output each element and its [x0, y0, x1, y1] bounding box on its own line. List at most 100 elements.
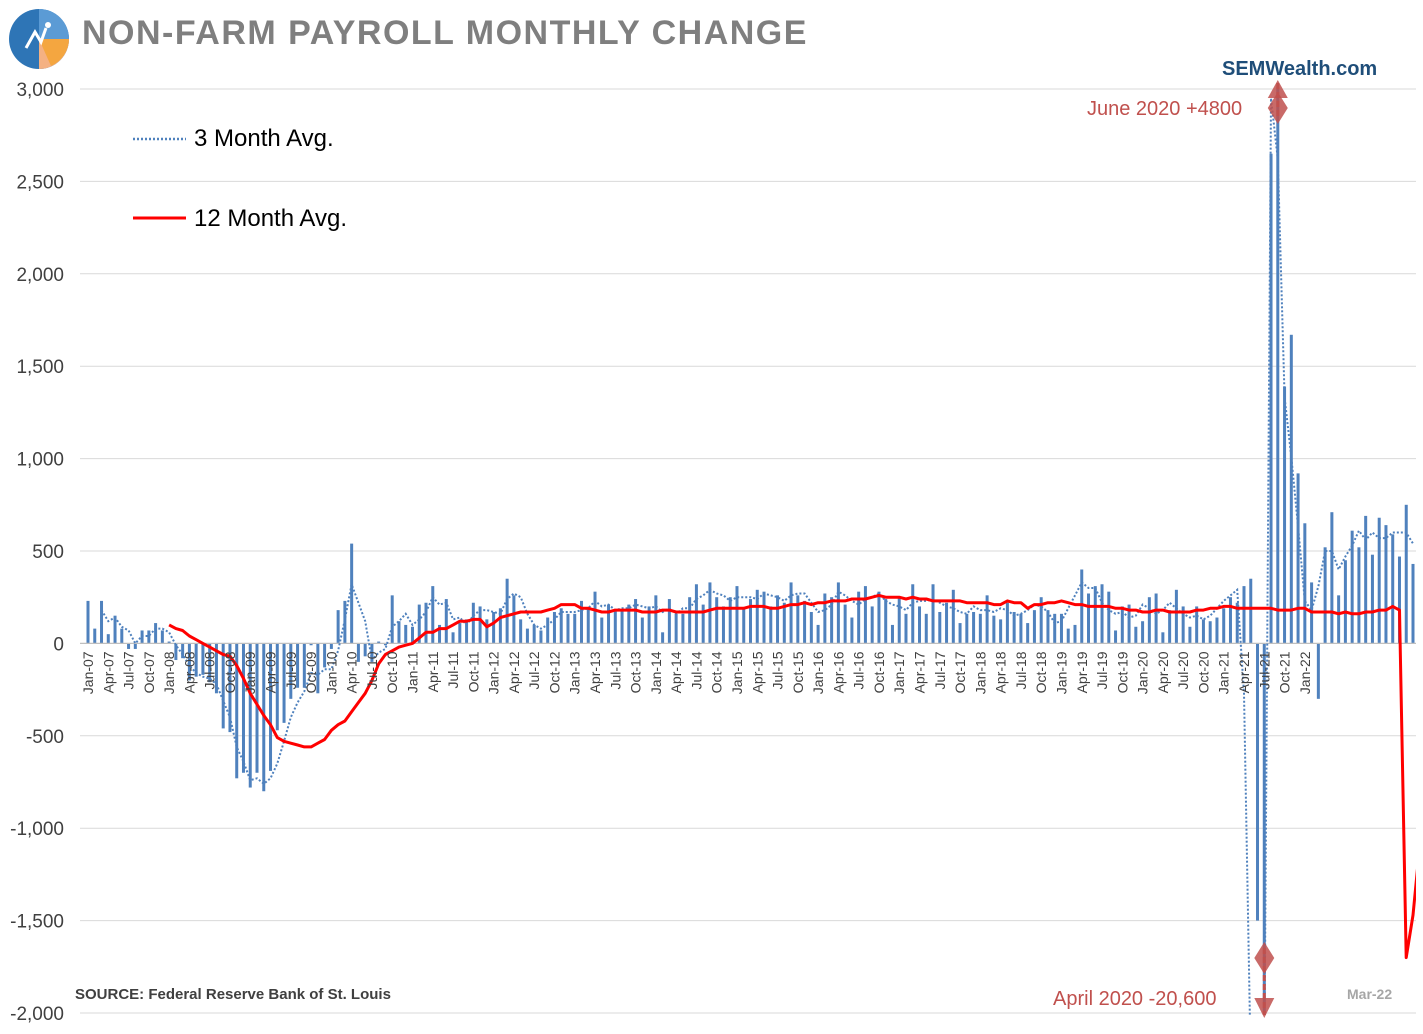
x-tick-label: Jan-07 [80, 651, 96, 694]
monthly-bar [1147, 597, 1151, 644]
monthly-bar [890, 624, 894, 644]
y-tick-label: -1,500 [10, 912, 64, 933]
monthly-bar [769, 606, 773, 644]
x-tick-label: Oct-07 [141, 651, 157, 693]
monthly-bar [208, 643, 212, 683]
monthly-bar [1080, 569, 1084, 644]
x-tick-label: Apr-09 [263, 651, 279, 693]
monthly-bar [1228, 597, 1232, 644]
monthly-bar [485, 619, 489, 644]
monthly-bar [512, 595, 516, 644]
monthly-bar [302, 643, 306, 688]
monthly-bar [1181, 606, 1185, 644]
monthly-bar [377, 641, 381, 644]
monthly-bar [363, 643, 367, 657]
monthly-bar [742, 608, 746, 644]
monthly-bar [647, 606, 651, 644]
monthly-bar [1411, 563, 1415, 644]
x-tick-label: Jul-17 [932, 651, 948, 689]
y-tick-label: 3,000 [16, 80, 64, 101]
monthly-bar [1059, 613, 1063, 644]
x-tick-label: Jan-13 [567, 651, 583, 694]
monthly-bar [1303, 523, 1307, 644]
monthly-bar [174, 643, 178, 661]
x-tick-label: Oct-19 [1114, 651, 1130, 693]
april-arrow-down-icon [1254, 998, 1275, 1018]
series-line-3-month-avg [100, 98, 1414, 1015]
x-tick-label: Apr-13 [587, 651, 603, 693]
monthly-bar [830, 597, 834, 644]
monthly-bar [1222, 608, 1226, 644]
x-tick-label: Jul-14 [688, 651, 704, 689]
monthly-bar [559, 608, 563, 644]
brand-label[interactable]: SEMWealth.com [1222, 58, 1378, 80]
monthly-bar [1066, 628, 1070, 644]
monthly-bar [1053, 613, 1057, 644]
monthly-bar [478, 606, 482, 644]
monthly-bar [715, 597, 719, 644]
monthly-bar [884, 599, 888, 644]
monthly-bar [100, 600, 104, 644]
monthly-bar [1370, 554, 1374, 644]
x-tick-label: Jan-15 [729, 651, 745, 694]
monthly-bar [444, 599, 448, 644]
monthly-bar [228, 643, 232, 733]
monthly-bar [323, 643, 327, 668]
x-tick-label: Jul-10 [364, 651, 380, 689]
monthly-bar [972, 611, 976, 644]
legend-label-12-month: 12 Month Avg. [194, 205, 347, 232]
april-arrow-diamond-icon [1254, 942, 1275, 974]
y-tick-label: -500 [26, 727, 64, 748]
x-tick-label: Jul-13 [607, 651, 623, 689]
monthly-bar [579, 600, 583, 644]
monthly-bar [1296, 473, 1300, 644]
x-tick-label: Oct-14 [709, 651, 725, 693]
x-tick-label: Apr-07 [100, 651, 116, 693]
monthly-bar [1337, 595, 1341, 644]
monthly-bar [735, 586, 739, 644]
monthly-bar [1114, 630, 1118, 644]
x-tick-label: Jan-16 [810, 651, 826, 694]
monthly-bar [424, 602, 428, 644]
monthly-bar [133, 643, 137, 649]
monthly-bar [1107, 591, 1111, 644]
monthly-bar [958, 623, 962, 644]
x-tick-label: Oct-17 [952, 651, 968, 693]
monthly-bar [897, 597, 901, 644]
monthly-bar [431, 586, 435, 644]
monthly-bar [951, 589, 955, 644]
monthly-bar [221, 643, 225, 729]
monthly-bar [505, 578, 509, 644]
x-tick-label: Oct-08 [222, 651, 238, 693]
monthly-bar [843, 604, 847, 644]
monthly-bar [1039, 597, 1043, 644]
sem-logo-icon [8, 8, 70, 70]
monthly-bar [316, 643, 320, 694]
x-tick-label: Jan-19 [1054, 651, 1070, 694]
monthly-bar [762, 591, 766, 644]
monthly-bar [600, 617, 604, 644]
monthly-bar [1019, 613, 1023, 644]
x-tick-label: Oct-13 [628, 651, 644, 693]
monthly-bar [1120, 606, 1124, 644]
monthly-bar [1073, 624, 1077, 644]
monthly-bar [1127, 604, 1131, 644]
y-tick-label: -2,000 [10, 1004, 64, 1025]
monthly-bar [235, 643, 239, 779]
monthly-bar [816, 624, 820, 644]
x-tick-label: Jul-11 [445, 651, 461, 688]
x-tick-label: Apr-19 [1074, 651, 1090, 693]
monthly-bar [627, 604, 631, 644]
monthly-bar [938, 611, 942, 644]
monthly-bar [552, 611, 556, 644]
monthly-bar [1005, 602, 1009, 644]
monthly-bar [546, 617, 550, 644]
monthly-bar [397, 621, 401, 644]
monthly-bar [992, 615, 996, 644]
monthly-bar [1242, 586, 1246, 644]
monthly-bar [1161, 632, 1165, 644]
x-tick-label: Jul-19 [1094, 651, 1110, 689]
monthly-bar [640, 617, 644, 644]
monthly-bar [458, 623, 462, 644]
